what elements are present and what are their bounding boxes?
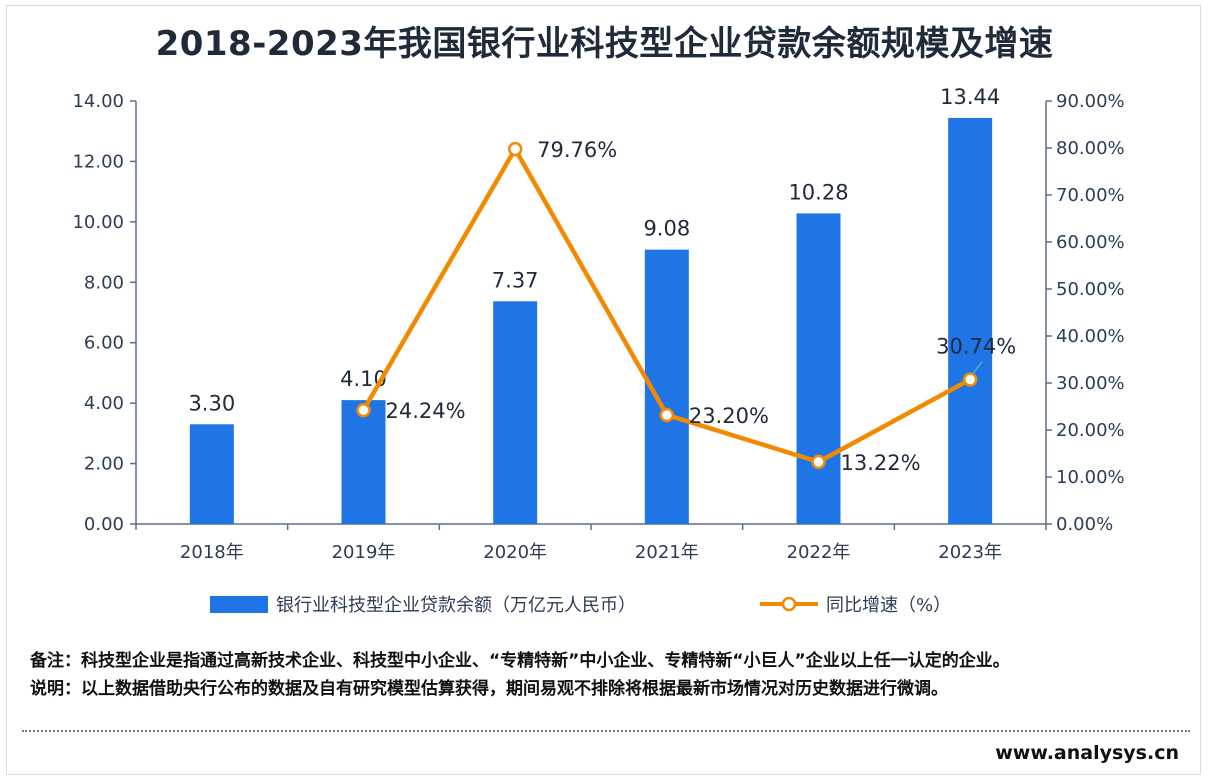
growth-value-label: 79.76% — [537, 138, 617, 162]
y-left-tick-label: 12.00 — [72, 151, 124, 172]
growth-marker — [356, 402, 371, 418]
chart-frame — [6, 5, 1201, 775]
bar — [341, 400, 386, 524]
notes: 备注：科技型企业是指通过高新技术企业、科技型中小企业、“专精特新”中小企业、专精… — [30, 650, 1190, 701]
bar — [493, 301, 538, 524]
growth-value-label: 24.24% — [386, 399, 466, 423]
x-tick-label: 2019年 — [332, 542, 396, 563]
note-explanation: 说明：以上数据借助央行公布的数据及自有研究模型估算获得，期间易观不排除将根据最新… — [30, 679, 948, 699]
bar — [189, 424, 234, 524]
y-left-tick-label: 2.00 — [84, 454, 124, 475]
bar — [796, 213, 841, 524]
growth-marker — [507, 141, 523, 157]
bar-value-label: 13.44 — [940, 85, 1000, 109]
x-tick-label: 2020年 — [483, 542, 547, 563]
x-tick-label: 2021年 — [635, 542, 699, 563]
y-right-tick-label: 0.00% — [1056, 514, 1113, 535]
y-right-tick-label: 80.00% — [1056, 138, 1125, 159]
x-tick-label: 2022年 — [787, 542, 851, 563]
y-left-tick-label: 6.00 — [84, 333, 124, 354]
legend-line-label: 同比增速（%） — [826, 595, 951, 616]
y-left-tick-label: 8.00 — [84, 272, 124, 293]
growth-value-label: 13.22% — [841, 451, 921, 475]
y-right-tick-label: 50.00% — [1056, 279, 1125, 300]
y-right-tick-label: 20.00% — [1056, 420, 1125, 441]
legend-line-marker — [781, 596, 797, 612]
dotted-divider — [22, 730, 1190, 732]
x-tick-label: 2018年 — [180, 542, 244, 563]
bar-value-label: 3.30 — [188, 391, 235, 415]
chart-title: 2018-2023年我国银行业科技型企业贷款余额规模及增速 — [155, 24, 1054, 64]
bar-value-label: 10.28 — [788, 180, 848, 204]
y-right-tick-label: 60.00% — [1056, 232, 1125, 253]
source-website: www.analysys.cn — [995, 742, 1179, 764]
growth-value-label: 23.20% — [689, 404, 769, 428]
y-right-tick-label: 30.00% — [1056, 373, 1125, 394]
y-left-tick-label: 10.00 — [72, 212, 124, 233]
legend-bar-label: 银行业科技型企业贷款余额（万亿元人民币） — [276, 595, 636, 616]
y-right-tick-label: 40.00% — [1056, 326, 1125, 347]
growth-marker — [962, 372, 978, 387]
legend-bar-swatch — [210, 596, 268, 613]
y-right-tick-label: 70.00% — [1056, 185, 1125, 206]
note-remark: 备注：科技型企业是指通过高新技术企业、科技型中小企业、“专精特新”中小企业、专精… — [30, 651, 1010, 671]
label-leader-line — [971, 361, 983, 375]
bar-value-label: 7.37 — [492, 268, 539, 292]
y-right-tick-label: 10.00% — [1056, 467, 1125, 488]
growth-marker — [811, 454, 826, 470]
y-left-tick-label: 4.00 — [84, 393, 124, 414]
bar-value-label: 9.08 — [643, 217, 690, 241]
bar — [948, 117, 993, 525]
y-right-tick-label: 90.00% — [1056, 91, 1125, 112]
growth-marker — [659, 407, 675, 423]
y-left-tick-label: 0.00 — [84, 514, 124, 535]
x-tick-label: 2023年 — [938, 542, 1002, 563]
growth-value-label: 30.74% — [936, 335, 1016, 359]
y-left-tick-label: 14.00 — [72, 91, 124, 112]
